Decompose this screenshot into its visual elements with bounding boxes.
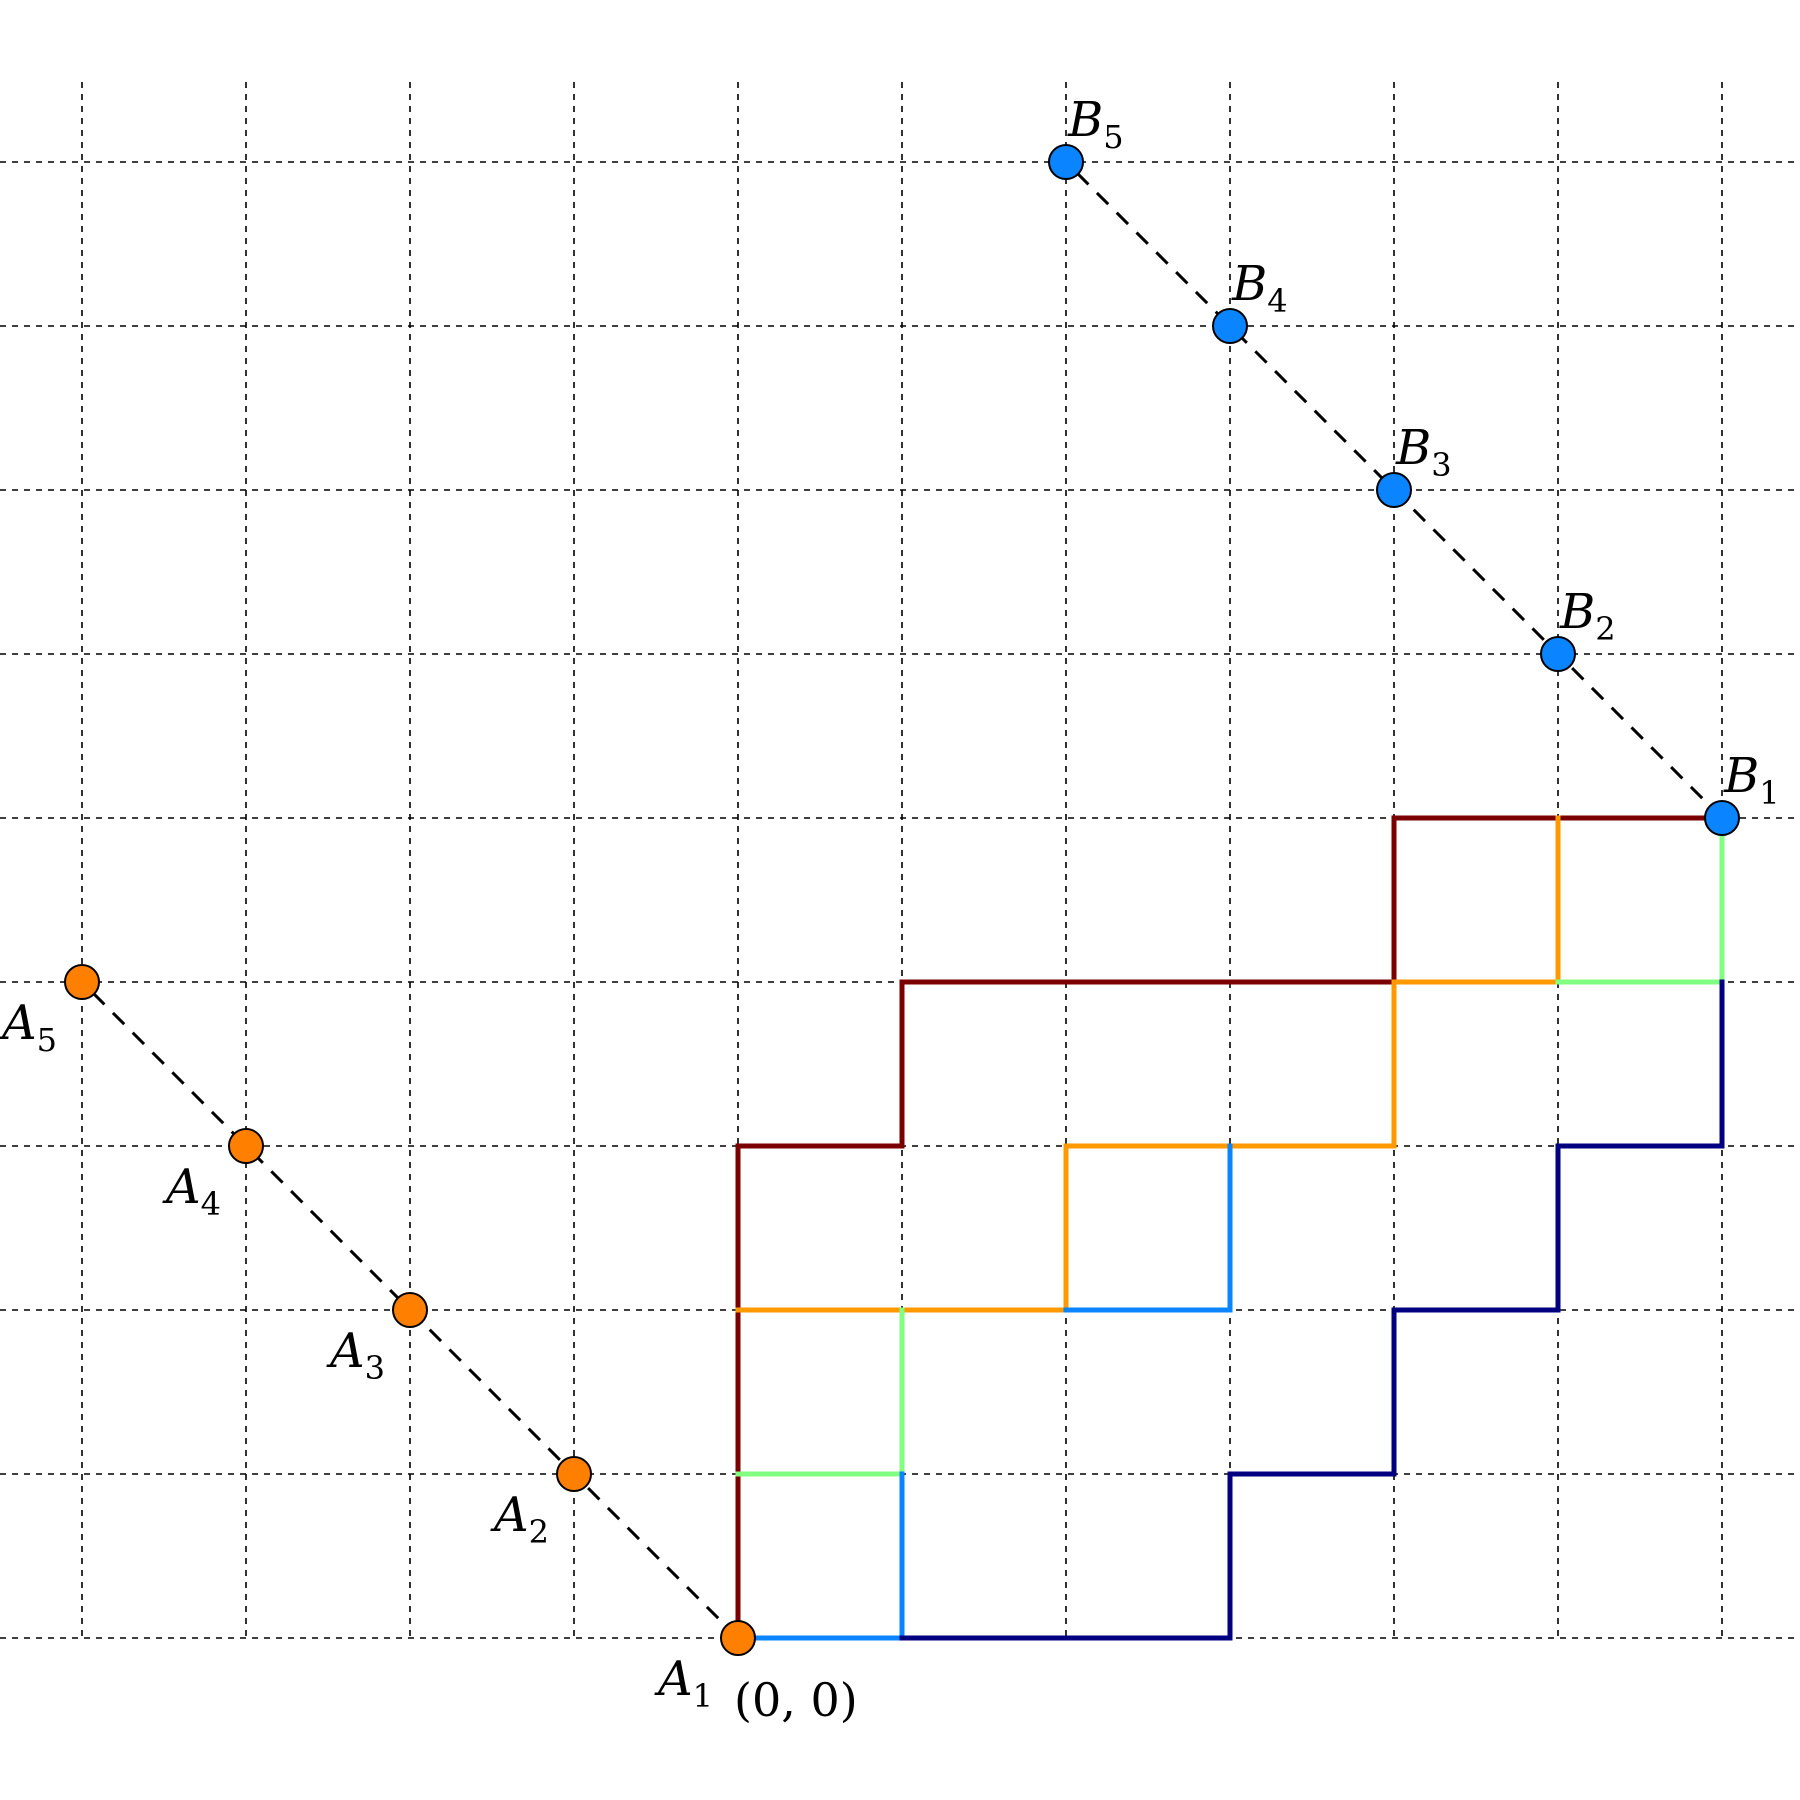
point-a <box>720 1620 756 1656</box>
label-letter: A <box>654 1651 693 1707</box>
point-b <box>1540 636 1576 672</box>
point-b-label: B2 <box>1559 584 1616 648</box>
origin-label: (0, 0) <box>734 1673 858 1727</box>
lattice-path <box>1063 1143 1233 1313</box>
label-letter: A <box>326 1323 365 1379</box>
label-subscript: 1 <box>1759 774 1779 812</box>
point-a <box>64 964 100 1000</box>
label-letter: A <box>490 1487 529 1543</box>
lattice-path <box>899 979 1725 1641</box>
label-letter: B <box>1231 256 1267 312</box>
point-a-label: A3 <box>326 1323 385 1387</box>
label-letter: B <box>1559 584 1595 640</box>
lattice-paths <box>735 815 1725 1641</box>
label-subscript: 2 <box>1595 610 1615 648</box>
label-letter: B <box>1723 748 1759 804</box>
points <box>64 144 1740 1656</box>
label-subscript: 2 <box>529 1513 549 1551</box>
point-b <box>1376 472 1412 508</box>
label-subscript: 5 <box>37 1021 57 1059</box>
label-letter: A <box>0 995 37 1051</box>
point-a-label: A5 <box>0 995 57 1059</box>
label-letter: B <box>1067 92 1103 148</box>
label-subscript: 4 <box>201 1185 221 1223</box>
label-subscript: 4 <box>1267 282 1287 320</box>
label-letter: A <box>162 1159 201 1215</box>
point-b-label: B5 <box>1067 92 1124 156</box>
lattice-path <box>735 1307 905 1477</box>
point-a-label: A1 <box>654 1651 713 1715</box>
point-a-label: A2 <box>490 1487 549 1551</box>
point-b-label: B3 <box>1395 420 1452 484</box>
point-a <box>392 1292 428 1328</box>
lattice-path <box>1555 815 1725 985</box>
label-subscript: 1 <box>693 1677 713 1715</box>
point-b <box>1048 144 1084 180</box>
point-a <box>556 1456 592 1492</box>
point-a <box>228 1128 264 1164</box>
label-subscript: 5 <box>1103 118 1123 156</box>
lattice-path <box>735 815 1561 1313</box>
point-a-label: A4 <box>162 1159 221 1223</box>
point-b <box>1704 800 1740 836</box>
label-letter: B <box>1395 420 1431 476</box>
lattice-path <box>735 815 1725 1641</box>
point-b <box>1212 308 1248 344</box>
point-b-label: B1 <box>1723 748 1780 812</box>
label-subscript: 3 <box>365 1349 385 1387</box>
label-subscript: 3 <box>1431 446 1451 484</box>
point-b-label: B4 <box>1231 256 1288 320</box>
lattice-path <box>735 1471 905 1641</box>
